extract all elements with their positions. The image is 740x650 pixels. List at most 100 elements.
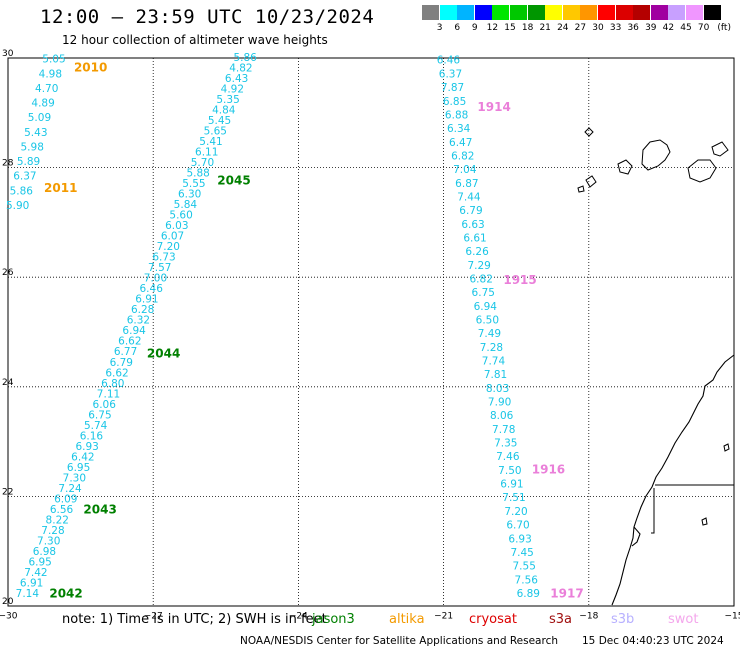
colorbar-tick-label: 39: [645, 23, 657, 33]
latitude-tick-label: 24: [2, 378, 14, 388]
swh-label: 6.88: [445, 109, 468, 121]
colorbar-tick-label: 33: [609, 23, 622, 33]
swh-label: 7.30: [37, 535, 60, 547]
swh-label: 6.79: [110, 357, 133, 369]
colorbar-tick-label: 12: [486, 23, 499, 33]
swh-label: 5.45: [208, 115, 231, 127]
swh-label: 6.11: [195, 147, 218, 159]
swh-label: 6.32: [127, 315, 150, 327]
swh-label: 6.95: [28, 556, 51, 568]
latitude-tick-label: 26: [2, 268, 14, 278]
swh-label: 7.20: [504, 506, 527, 518]
swh-label: 8.22: [46, 514, 69, 526]
colorbar-tick-label: 30: [592, 23, 604, 33]
cape-blanc: [631, 526, 641, 547]
colorbar-swatch: [527, 5, 545, 20]
swh-label: 5.98: [21, 141, 44, 153]
swh-label: 6.63: [461, 219, 484, 231]
swh-label: 5.70: [191, 157, 214, 169]
swh-label: 6.62: [118, 336, 141, 348]
swh-label: 6.94: [474, 301, 498, 313]
colorbar-tick-label: 21: [539, 23, 551, 33]
latitude-tick-label: 22: [2, 487, 13, 497]
time-label: 1915: [503, 273, 536, 287]
swh-label: 6.70: [506, 520, 529, 532]
swh-label: 5.05: [42, 54, 65, 66]
swh-label: 5.86: [10, 185, 34, 197]
swh-label: 6.82: [470, 273, 493, 285]
legend-item-swot: swot: [668, 612, 699, 627]
colorbar-tick-label: 6: [454, 23, 461, 33]
islet-east: [723, 443, 730, 452]
swh-label: 7.28: [41, 525, 64, 537]
swh-label: 7.87: [441, 82, 464, 94]
swh-label: 6.89: [517, 588, 540, 600]
mauritania-border: [651, 488, 655, 534]
swh-label: 6.93: [75, 441, 98, 453]
colorbar-unit: (ft): [717, 23, 731, 33]
swh-label: 6.46: [140, 283, 164, 295]
legend-item-cryosat: cryosat: [469, 612, 517, 627]
map-grid: −30 −27 −24 −21 −18 −15 30 28 26 24 22 20: [0, 49, 740, 622]
longitude-tick-label: −30: [0, 612, 18, 622]
swh-label: 7.45: [510, 547, 533, 559]
islet-south: [701, 517, 708, 526]
latitude-tick-label: 28: [2, 159, 14, 169]
colorbar-tick-label: 27: [574, 23, 587, 33]
swh-label: 6.56: [50, 504, 74, 516]
swh-label: 6.46: [437, 55, 461, 67]
swh-label: 4.82: [229, 63, 252, 75]
satellite-tracks: 5.05 4.98 4.70 4.89 5.09 5.43 5.98 5.89 6.37 5.86…: [6, 52, 584, 600]
swh-label: 6.09: [54, 493, 77, 505]
time-label: 1917: [550, 586, 583, 600]
swh-label: 4.89: [31, 98, 54, 110]
colorbar-swatch: [474, 5, 492, 20]
swh-label: 6.61: [463, 232, 486, 244]
units-note: note: 1) Time is in UTC; 2) SWH is in fe…: [62, 612, 327, 627]
swh-label: 6.98: [33, 546, 56, 558]
swh-label: 7.90: [488, 397, 511, 409]
swh-label: 6.94: [122, 325, 146, 337]
time-label: 1916: [532, 463, 565, 477]
swh-label: 6.06: [93, 399, 117, 411]
swh-label: 5.74: [84, 420, 108, 432]
swh-label: 6.62: [105, 367, 128, 379]
colorbar-tick-label: 45: [680, 23, 692, 33]
swh-label: 7.29: [467, 260, 490, 272]
swh-label: 4.70: [35, 83, 58, 95]
swh-label: 6.16: [80, 430, 104, 442]
swh-label: 5.43: [24, 127, 47, 139]
swh-label: 6.42: [71, 451, 94, 463]
time-label: 2044: [147, 346, 180, 360]
swh-label: 6.75: [88, 409, 111, 421]
colorbar-swatch: [650, 5, 668, 20]
swh-label: 7.00: [144, 273, 167, 285]
swh-label: 6.93: [508, 533, 531, 545]
footer-timestamp: 15 Dec 04:40:23 UTC 2024: [582, 635, 724, 647]
swh-label: 7.20: [157, 241, 180, 253]
swh-label: 6.91: [20, 577, 43, 589]
swh-label: 5.09: [28, 112, 51, 124]
legend-item-jason3: jason3: [312, 612, 355, 627]
colorbar-tick-label: 3: [436, 23, 443, 33]
swh-label: 6.73: [152, 252, 175, 264]
swh-label: 6.26: [465, 246, 489, 258]
swh-label: 6.77: [114, 346, 137, 358]
colorbar-swatch: [457, 5, 475, 20]
colorbar-swatch: [422, 5, 439, 20]
time-label: 1914: [477, 100, 510, 114]
longitude-tick-label: −27: [144, 612, 163, 622]
swh-label: 5.84: [174, 199, 198, 211]
swh-label: 4.92: [221, 84, 244, 96]
colorbar-swatch: [510, 5, 527, 20]
swh-label: 6.95: [67, 462, 90, 474]
swh-label: 4.84: [212, 105, 236, 117]
swh-label: 6.03: [165, 220, 188, 232]
time-label: 2043: [83, 503, 116, 517]
swh-label: 7.11: [97, 388, 120, 400]
longitude-tick-label: −18: [579, 612, 598, 622]
swh-label: 6.37: [13, 171, 36, 183]
time-label: 2011: [44, 181, 77, 195]
swh-label: 6.37: [439, 68, 462, 80]
swh-label: 6.91: [500, 479, 523, 491]
